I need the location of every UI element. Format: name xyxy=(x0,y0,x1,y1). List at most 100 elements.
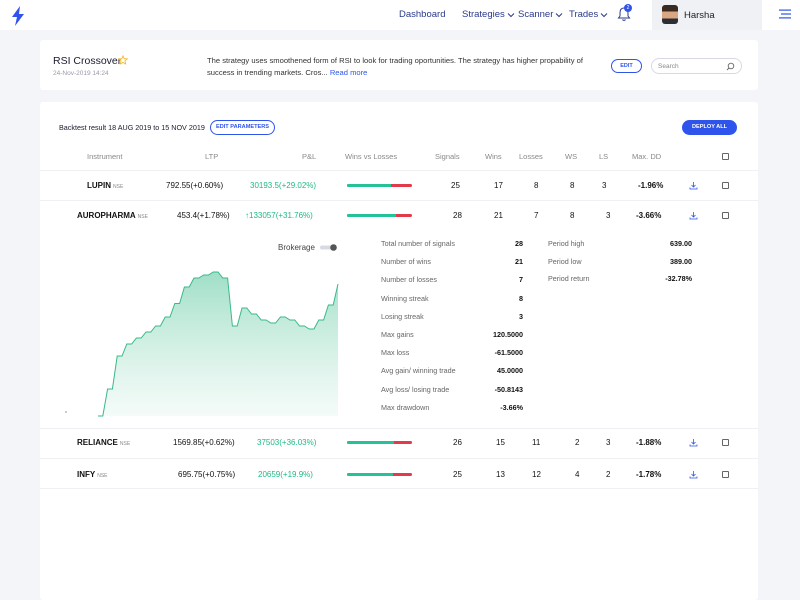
stat-label: Avg loss/ losing trade xyxy=(381,384,450,394)
wins-value: 21 xyxy=(494,211,503,220)
stat-label: Number of wins xyxy=(381,257,431,267)
stat-value: 8 xyxy=(519,293,523,303)
nav-strategies-label: Strategies xyxy=(462,9,505,20)
exchange-tag: NSE xyxy=(113,184,124,190)
row-checkbox[interactable] xyxy=(722,471,729,478)
period-stat-value: 389.00 xyxy=(670,256,692,266)
nav-strategies[interactable]: Strategies xyxy=(462,9,515,20)
losses-value: 12 xyxy=(532,470,541,479)
download-icon[interactable] xyxy=(689,181,698,190)
symbol-text: AUROPHARMA xyxy=(77,211,136,220)
search-box[interactable] xyxy=(651,58,742,74)
ls-value: 3 xyxy=(602,181,607,190)
stat-value: -50.8143 xyxy=(494,384,523,394)
period-stat-label: Period low xyxy=(548,256,582,266)
bolt-logo-icon[interactable] xyxy=(10,6,26,26)
period-stat-value: 639.00 xyxy=(670,239,692,248)
column-header-wins: Wins xyxy=(485,152,502,161)
period-stat-label: Period return xyxy=(548,274,590,283)
deploy-all-button[interactable]: DEPLOY ALL xyxy=(682,120,737,135)
exchange-tag: NSE xyxy=(137,214,148,220)
nav-dashboard-label: Dashboard xyxy=(399,9,446,20)
symbol-text: LUPIN xyxy=(87,181,111,190)
strategy-title: RSI Crossover xyxy=(53,55,122,67)
wins-vs-losses-bar xyxy=(347,441,412,444)
row-checkbox[interactable] xyxy=(722,439,729,446)
stat-value: 21 xyxy=(515,257,523,267)
brokerage-label: Brokerage xyxy=(278,243,315,252)
hamburger-menu-icon[interactable] xyxy=(779,9,791,19)
star-icon[interactable] xyxy=(118,55,128,65)
download-icon[interactable] xyxy=(689,211,698,220)
stat-label: Max gains xyxy=(381,330,414,339)
symbol-text: INFY xyxy=(77,470,96,479)
column-header-ws: WS xyxy=(565,152,578,161)
wins-fill xyxy=(347,184,392,187)
symbol-text: RELIANCE xyxy=(77,438,118,447)
losses-value: 8 xyxy=(534,181,539,190)
nav-trades-label: Trades xyxy=(569,9,599,20)
backtest-period-label: Backtest result 18 AUG 2019 to 15 NOV 20… xyxy=(59,123,205,132)
stat-label: Total number of signals xyxy=(381,239,455,248)
pnl-value: 37503(+36.03%) xyxy=(257,438,317,447)
strategy-description: The strategy uses smoothened form of RSI… xyxy=(207,55,587,79)
ws-value: 2 xyxy=(575,438,580,447)
chart-line xyxy=(98,271,339,417)
row-divider xyxy=(40,428,758,429)
stat-label: Winning streak xyxy=(381,293,429,303)
row-checkbox[interactable] xyxy=(722,212,729,219)
search-input[interactable] xyxy=(658,61,726,71)
wins-fill xyxy=(347,214,396,217)
max-dd-value: -1.78% xyxy=(636,470,662,479)
column-header-ls: LS xyxy=(599,152,609,161)
nav-dashboard[interactable]: Dashboard xyxy=(399,9,445,20)
download-icon[interactable] xyxy=(689,470,698,479)
wins-value: 15 xyxy=(496,438,505,447)
instrument-symbol[interactable]: INFY NSE xyxy=(77,470,108,479)
row-divider xyxy=(40,170,758,171)
row-checkbox[interactable] xyxy=(722,182,729,189)
stat-value: -61.5000 xyxy=(494,348,523,358)
download-icon[interactable] xyxy=(689,438,698,447)
avatar[interactable] xyxy=(662,5,678,24)
equity-curve-chart xyxy=(65,271,339,417)
nav-scanner[interactable]: Scanner xyxy=(518,9,563,20)
chevron-down-icon xyxy=(600,12,608,17)
search-icon[interactable] xyxy=(726,62,735,71)
instrument-symbol[interactable]: RELIANCE NSE xyxy=(77,438,130,447)
stat-value: 120.5000 xyxy=(493,330,523,339)
chart-area xyxy=(98,272,338,416)
read-more-link[interactable]: Read more xyxy=(329,68,368,77)
chevron-down-icon xyxy=(556,12,563,17)
instrument-symbol[interactable]: AUROPHARMA NSE xyxy=(77,211,148,220)
ls-value: 3 xyxy=(606,211,611,220)
pnl-value: 30193.5(+29.02%) xyxy=(250,181,317,190)
ws-value: 4 xyxy=(575,470,580,479)
wins-value: 17 xyxy=(494,181,503,190)
stat-label: Max loss xyxy=(381,348,410,358)
user-name[interactable]: Harsha xyxy=(684,10,715,21)
ws-value: 8 xyxy=(570,211,575,220)
wins-vs-losses-bar xyxy=(347,214,412,217)
select-all-checkbox[interactable] xyxy=(722,153,729,160)
nav-trades[interactable]: Trades xyxy=(569,9,608,20)
stat-label: Avg gain/ winning trade xyxy=(381,366,456,376)
stat-value: 7 xyxy=(519,275,523,285)
pnl-value: ↑133057(+31.76%) xyxy=(245,211,313,220)
chart-start-dot xyxy=(65,411,67,413)
row-divider xyxy=(40,488,758,489)
ws-value: 8 xyxy=(570,181,575,190)
stat-value: -3.66% xyxy=(500,402,523,412)
edit-parameters-button[interactable]: EDIT PARAMETERS xyxy=(210,120,275,135)
stat-label: Losing streak xyxy=(381,311,424,321)
wins-vs-losses-bar xyxy=(347,473,412,476)
max-dd-value: -1.88% xyxy=(636,438,662,447)
column-header-instrument: Instrument xyxy=(87,152,123,161)
column-header-max-dd: Max. DD xyxy=(632,152,662,161)
edit-button[interactable]: EDIT xyxy=(611,59,642,73)
max-dd-value: -1.96% xyxy=(638,181,664,190)
stat-label: Number of losses xyxy=(381,275,437,285)
signals-value: 26 xyxy=(453,438,462,447)
brokerage-toggle[interactable] xyxy=(320,244,338,251)
instrument-symbol[interactable]: LUPIN NSE xyxy=(87,181,123,190)
